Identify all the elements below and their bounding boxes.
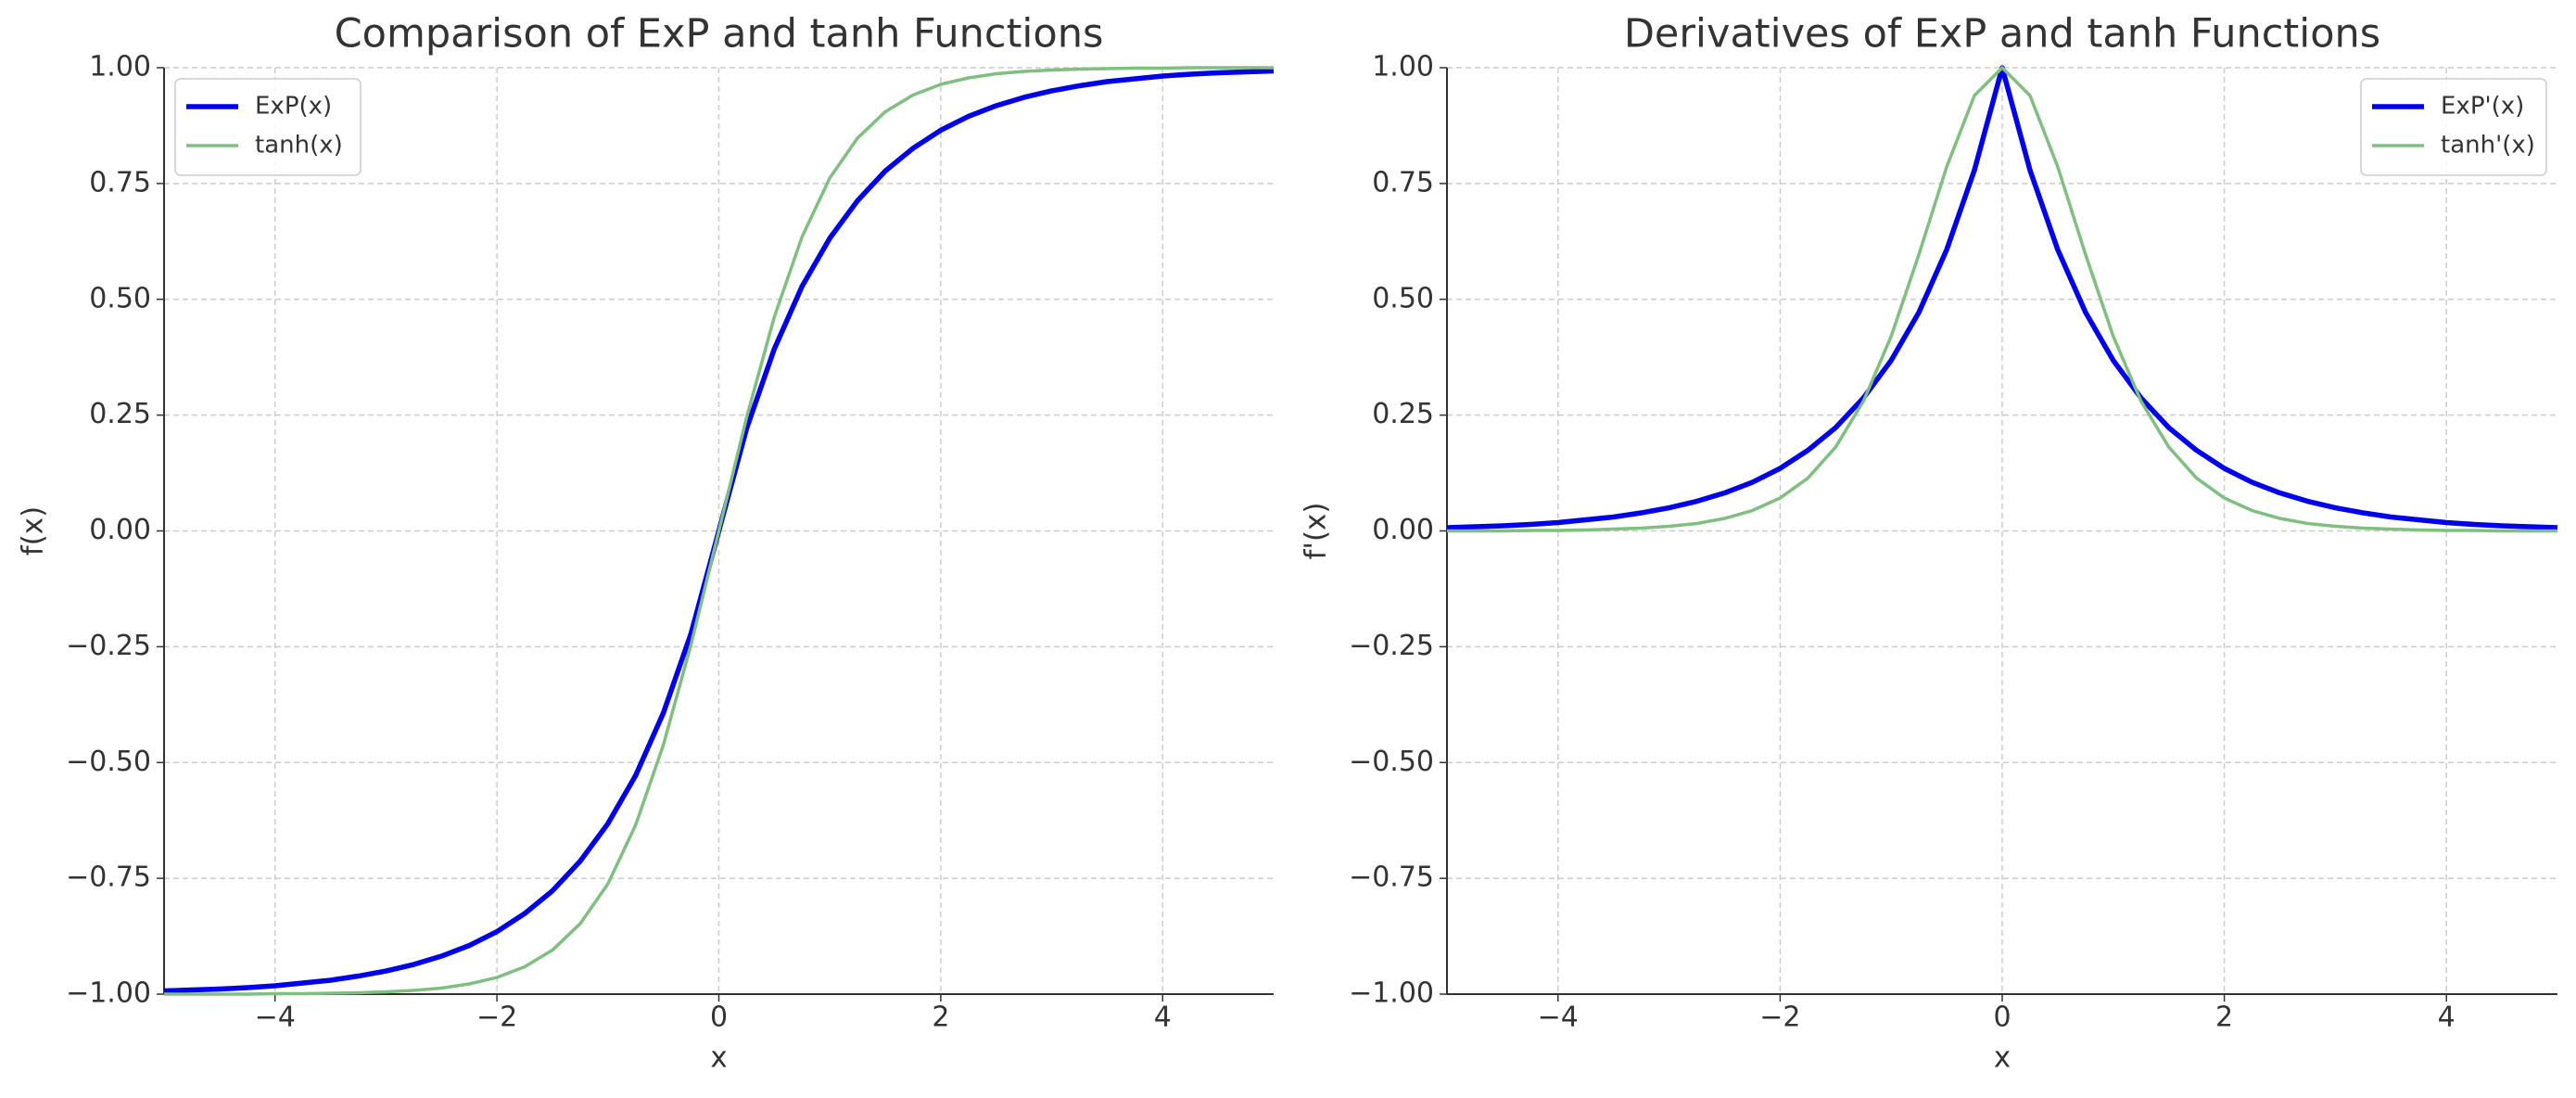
y-tick-label: −0.50 — [1349, 746, 1434, 778]
y-tick-label: −0.75 — [66, 862, 151, 894]
y-tick-label: 1.00 — [89, 51, 151, 83]
x-tick-label: 4 — [1154, 1002, 1172, 1034]
x-axis-label: x — [1994, 1041, 2011, 1075]
x-axis-label: x — [710, 1041, 727, 1075]
y-tick-label: 1.00 — [1372, 51, 1434, 83]
y-tick-label: −0.25 — [66, 630, 151, 662]
y-tick-label: 0.50 — [89, 282, 151, 314]
x-tick-label: 0 — [1993, 1002, 2011, 1034]
x-tick-label: −2 — [476, 1002, 517, 1034]
x-tick-label: −4 — [255, 1002, 296, 1034]
legend-label: ExP(x) — [255, 93, 332, 121]
y-tick-label: −0.25 — [1349, 630, 1434, 662]
legend-box — [2360, 78, 2547, 176]
y-tick-label: −1.00 — [66, 977, 151, 1010]
subplot: Comparison of ExP and tanh Functions −1.0… — [17, 11, 1275, 1075]
y-tick-label: 0.75 — [1372, 166, 1434, 198]
y-tick-label: −1.00 — [1349, 977, 1434, 1010]
legend-box — [174, 78, 362, 176]
y-tick-label: 0.50 — [1372, 282, 1434, 314]
chart-title: Comparison of ExP and tanh Functions — [335, 11, 1104, 57]
y-tick-label: 0.00 — [1372, 514, 1434, 546]
x-tick-label: 2 — [932, 1002, 949, 1034]
legend-label: ExP'(x) — [2441, 93, 2524, 121]
x-tick-label: 2 — [2215, 1002, 2233, 1034]
legend: ExP(x) tanh(x) — [174, 78, 362, 176]
y-tick-label: 0.75 — [89, 166, 151, 198]
x-tick-label: −4 — [1538, 1002, 1579, 1034]
x-tick-label: 4 — [2438, 1002, 2455, 1034]
y-tick-label: −0.75 — [1349, 862, 1434, 894]
y-tick-label: 0.00 — [89, 514, 151, 546]
series-line — [1447, 66, 2557, 533]
series-line — [164, 66, 1274, 996]
y-tick-label: 0.25 — [1372, 398, 1434, 430]
x-tick-label: 0 — [710, 1002, 728, 1034]
chart-title: Derivatives of ExP and tanh Functions — [1624, 11, 2380, 57]
legend-label: tanh'(x) — [2441, 132, 2535, 160]
y-tick-label: −0.50 — [66, 746, 151, 778]
legend-label: tanh(x) — [255, 132, 343, 160]
y-axis-label: f(x) — [17, 506, 50, 555]
subplot: Derivatives of ExP and tanh Functions −1.… — [1300, 11, 2558, 1075]
y-tick-label: 0.25 — [89, 398, 151, 430]
y-axis-label: f'(x) — [1300, 503, 1333, 560]
legend: ExP'(x) tanh'(x) — [2360, 78, 2547, 176]
x-tick-label: −2 — [1759, 1002, 1800, 1034]
